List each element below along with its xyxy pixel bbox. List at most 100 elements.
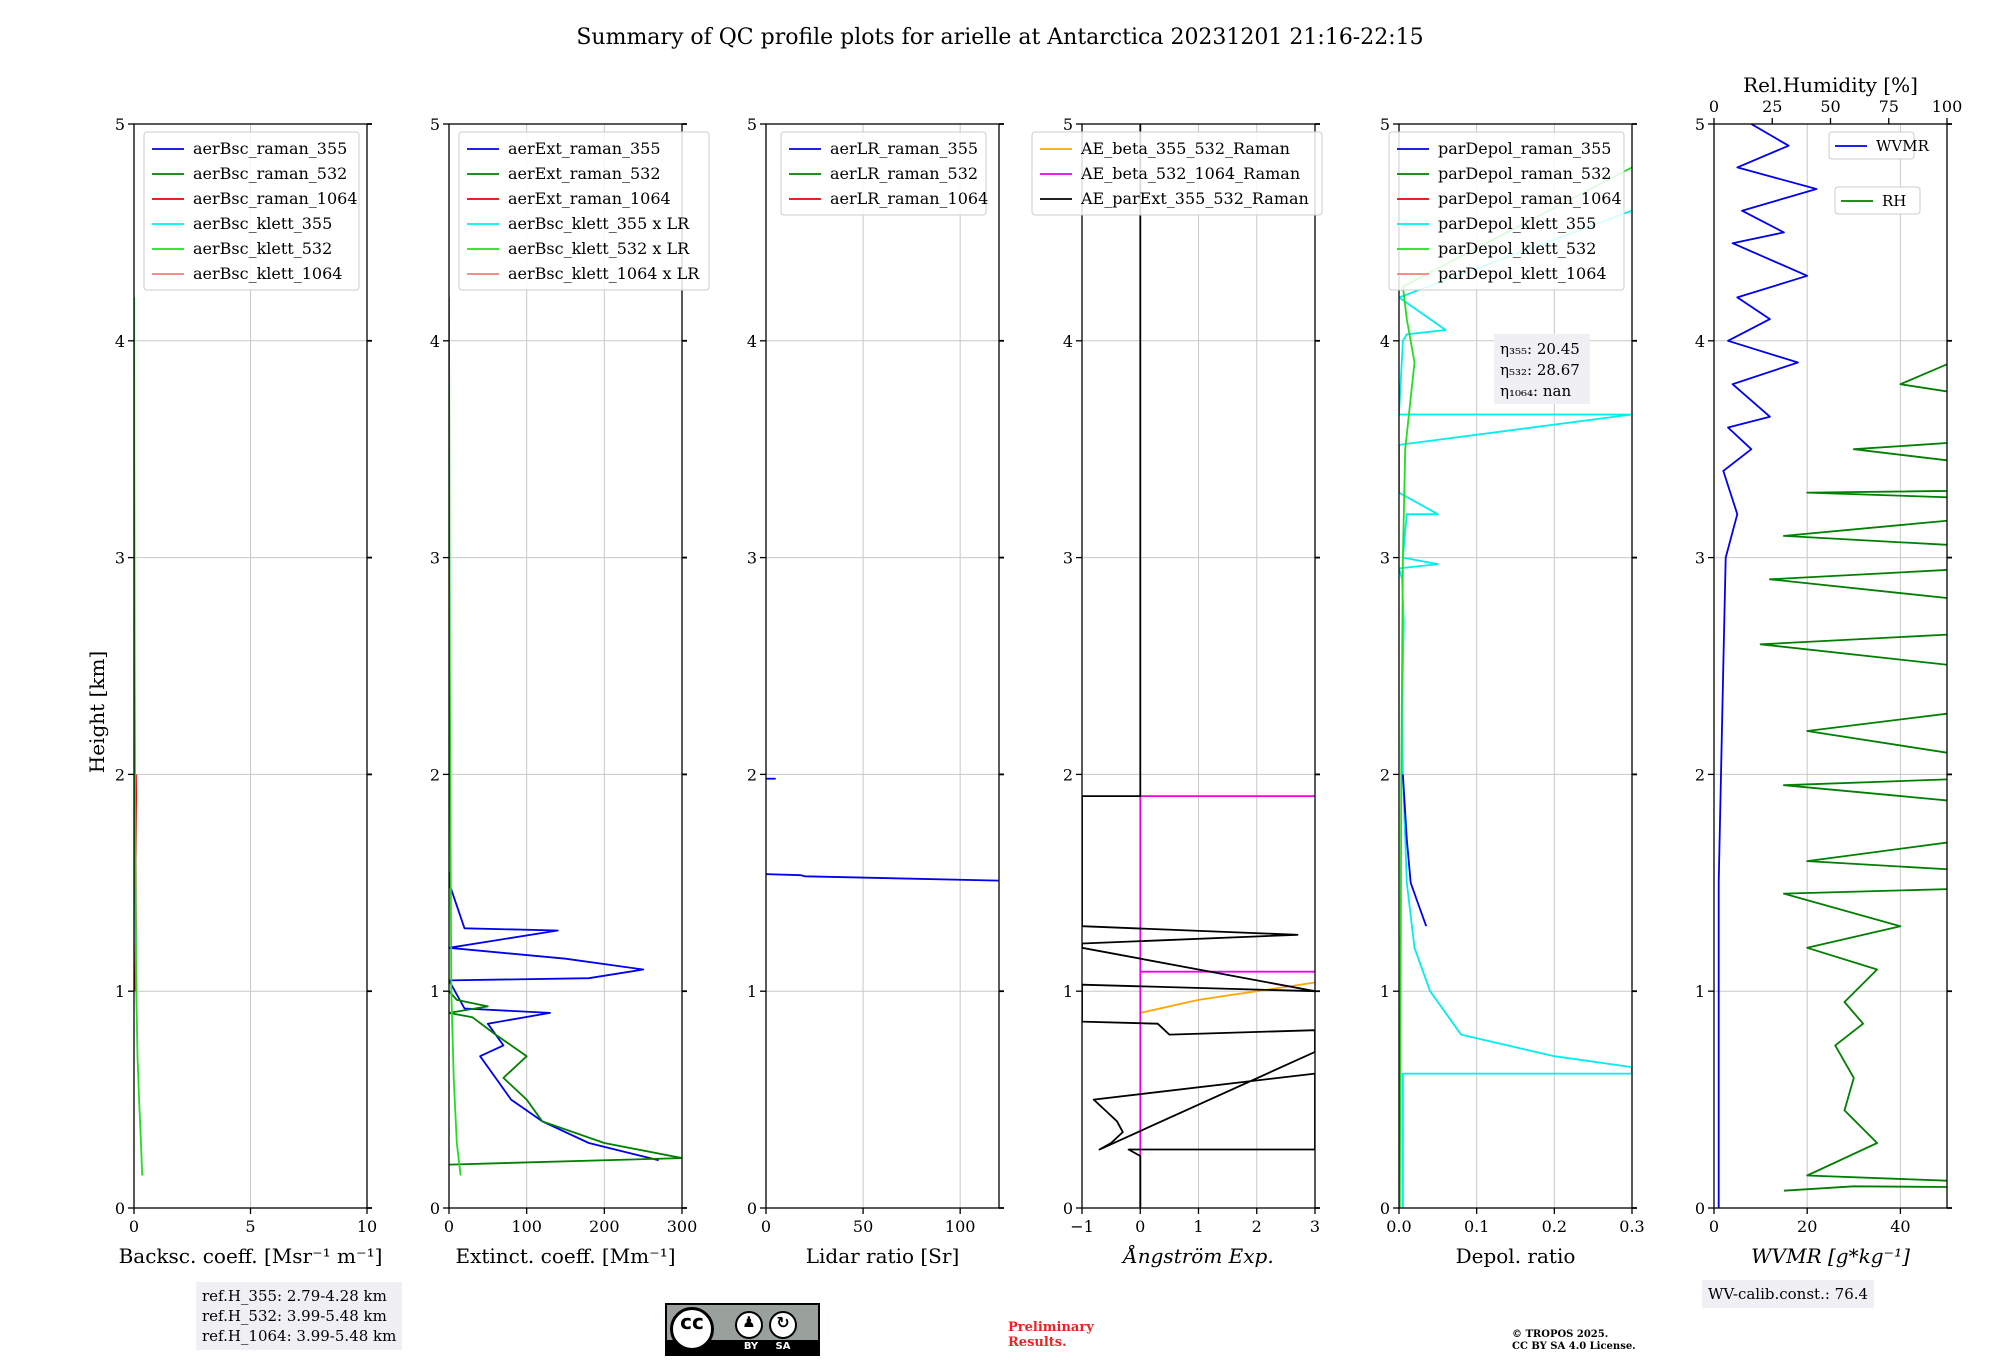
y-tick-label: 2 [430, 765, 440, 784]
series-line-WVMR [1717, 124, 1818, 1208]
y-tick-label: 1 [430, 982, 440, 1001]
legend-label: parDepol_raman_355 [1438, 139, 1611, 158]
legend-label: aerLR_raman_355 [830, 139, 978, 158]
y-tick-label: 0 [1380, 1199, 1390, 1218]
legend-label: aerExt_raman_1064 [508, 189, 671, 208]
y-tick-label: 1 [1380, 982, 1390, 1001]
x-axis-label: WVMR [g*kg⁻¹] [1751, 1244, 1910, 1268]
y-axis-label: Height [km] [85, 651, 109, 773]
series-line-aerExt_raman_532 [449, 990, 682, 1166]
y-tick-label: 2 [1695, 765, 1705, 784]
annotation-box [1494, 334, 1590, 404]
attribution-person-icon: ♟ [735, 1311, 763, 1339]
y-tick-label: 4 [1063, 332, 1073, 351]
y-tick-label: 4 [747, 332, 757, 351]
wv-calibration-box: WV-calib.const.: 76.4 [1702, 1280, 1875, 1308]
legend: parDepol_raman_355 parDepol_raman_532 parD… [1388, 131, 1625, 291]
legend-label: AE_beta_355_532_Raman [1080, 139, 1290, 158]
x-axis-label: Extinct. coeff. [Mm⁻¹] [455, 1244, 675, 1268]
legend-label: parDepol_raman_532 [1438, 164, 1611, 183]
legend-label: parDepol_raman_1064 [1438, 189, 1622, 208]
refh-1064: ref.H_1064: 3.99-5.48 km [202, 1327, 397, 1345]
annotation-line: η₅₃₂: 28.67 [1500, 361, 1580, 379]
series-line-parDepol_klett_355 [1399, 209, 1632, 1208]
x-tick-label: 0 [1135, 1217, 1145, 1236]
plot-frame [1398, 123, 1633, 1209]
copyright-line-2: CC BY SA 4.0 License. [1512, 1341, 1636, 1352]
x-axis-label: Backsc. coeff. [Msr⁻¹ m⁻¹] [119, 1244, 383, 1268]
figure-title: Summary of QC profile plots for arielle … [576, 25, 1423, 50]
x-tick-label: 5 [245, 1217, 255, 1236]
x-tick-label: 100 [511, 1217, 542, 1236]
x-tick-label: 50 [853, 1217, 873, 1236]
x2-tick-label: 100 [1932, 97, 1963, 116]
x-tick-label: 0 [444, 1217, 454, 1236]
series-group [134, 297, 144, 1176]
series-line-parDepol_raman_355 [1402, 774, 1428, 927]
cc-icon: cc [670, 1307, 714, 1351]
x2-tick-label: 75 [1879, 97, 1899, 116]
x-axis-label: Lidar ratio [Sr] [806, 1244, 960, 1268]
series-line-aerExt_raman_355 [449, 872, 659, 1162]
y-tick-label: 2 [1063, 765, 1073, 784]
annotation-line: η₁₀₆₄: nan [1500, 382, 1571, 400]
y-tick-label: 2 [1380, 765, 1390, 784]
y-tick-label: 4 [115, 332, 125, 351]
legend: AE_beta_355_532_Raman AE_beta_532_1064_Ra… [1031, 131, 1323, 216]
y-tick-label: 4 [430, 332, 440, 351]
y-tick-label: 1 [115, 982, 125, 1001]
x2-tick-label: 25 [1762, 97, 1782, 116]
x-tick-label: 3 [1310, 1217, 1320, 1236]
y-tick-label: 5 [747, 115, 757, 134]
series-line-AE_beta_532_1064_Raman [1139, 795, 1315, 1208]
legend-label: aerBsc_raman_532 [193, 164, 347, 183]
plot-frame [448, 123, 683, 1209]
legend: aerExt_raman_355 aerExt_raman_532 aerExt_r… [458, 131, 710, 291]
legend-box [458, 131, 710, 291]
legend-box [1031, 131, 1323, 216]
cc-by-sa-badge[interactable]: cc ♟ ↻ BY SA [665, 1303, 820, 1356]
legend-label: aerBsc_klett_355 [193, 214, 332, 233]
y-tick-label: 2 [115, 765, 125, 784]
reference-height-box: ref.H_355: 2.79-4.28 km ref.H_532: 3.99-… [196, 1282, 403, 1350]
legend-label: parDepol_klett_1064 [1438, 264, 1607, 283]
plot-frame [1713, 123, 1948, 1209]
x-tick-label: 20 [1797, 1217, 1817, 1236]
y-tick-label: 3 [430, 549, 440, 568]
legend-label: RH [1882, 192, 1906, 210]
legend-label: parDepol_klett_355 [1438, 214, 1596, 233]
preliminary-notice: Preliminary Results. [1008, 1320, 1094, 1350]
x-axis-label: Depol. ratio [1456, 1244, 1576, 1268]
y-tick-label: 5 [1380, 115, 1390, 134]
y-tick-label: 3 [1063, 549, 1073, 568]
x-tick-label: 0.1 [1464, 1217, 1489, 1236]
plot-frame [765, 123, 1000, 1209]
x-tick-label: 200 [589, 1217, 620, 1236]
x-tick-label: 0 [1709, 1217, 1719, 1236]
legend-box [143, 131, 360, 291]
y-tick-label: 1 [1695, 982, 1705, 1001]
y-tick-label: 0 [430, 1199, 440, 1218]
panel-depol: 0.0 0.1 0.2 0.3 0 1 2 3 4 5 Depol. ratio parDepol_r… [1380, 115, 1645, 1268]
series-line-parDepol_klett_532 [1399, 166, 1632, 1208]
series-group [1399, 166, 1632, 1208]
series-line-aerBsc_klett_532 [134, 297, 144, 1176]
legend-label: aerBsc_klett_355 x LR [508, 214, 690, 233]
x-tick-label: 1 [1193, 1217, 1203, 1236]
wv-calibration-text: WV-calib.const.: 76.4 [1708, 1285, 1869, 1303]
y-tick-label: 5 [115, 115, 125, 134]
series-group [1082, 124, 1315, 1208]
refh-532: ref.H_532: 3.99-5.48 km [202, 1307, 387, 1325]
x-tick-label: 2 [1252, 1217, 1262, 1236]
refh-355: ref.H_355: 2.79-4.28 km [202, 1287, 387, 1305]
legend-label: AE_beta_532_1064_Raman [1080, 164, 1300, 183]
copyright-notice: © TROPOS 2025. CC BY SA 4.0 License. [1512, 1329, 1636, 1353]
y-tick-label: 5 [1695, 115, 1705, 134]
x-tick-label: 0.3 [1619, 1217, 1644, 1236]
legend-label: AE_parExt_355_532_Raman [1080, 189, 1309, 208]
x-tick-label: 10 [357, 1217, 377, 1236]
legend-label: aerLR_raman_1064 [830, 189, 988, 208]
copyright-line-1: © TROPOS 2025. [1512, 1329, 1609, 1340]
y-tick-label: 0 [1695, 1199, 1705, 1218]
